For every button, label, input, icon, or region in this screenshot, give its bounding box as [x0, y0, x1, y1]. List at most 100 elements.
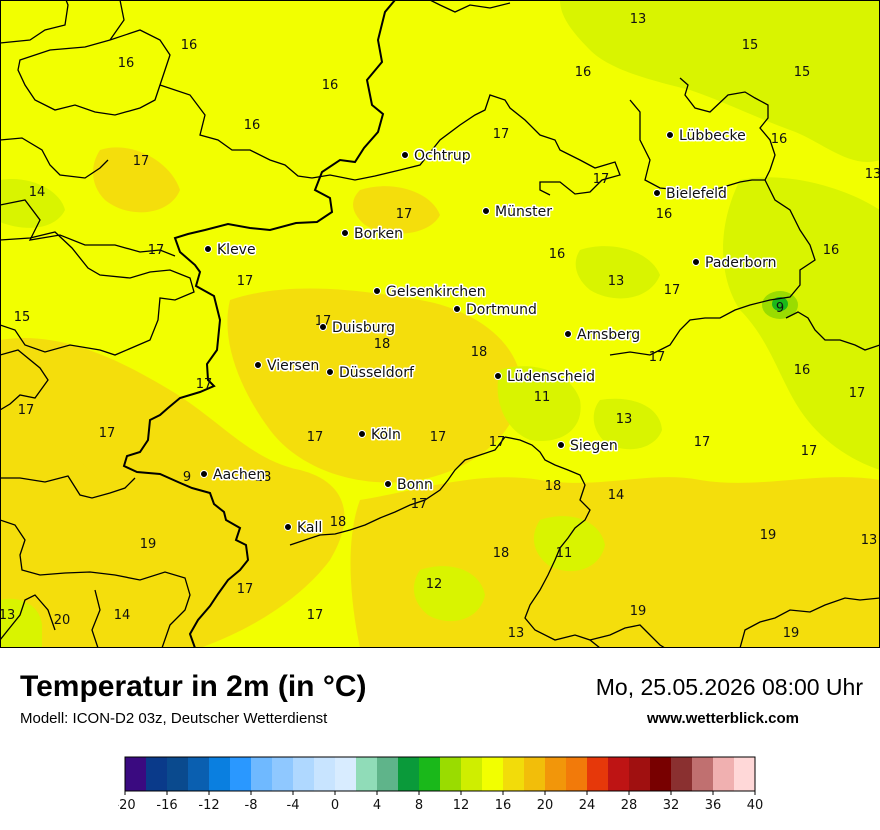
city-marker[interactable]: Siegen [557, 437, 619, 456]
legend-tick-label: -8 [245, 798, 258, 813]
temperature-value: 18 [330, 515, 347, 530]
legend-swatch [398, 757, 420, 791]
city-marker[interactable]: Lübbecke [666, 127, 747, 146]
temperature-value: 17 [18, 403, 35, 418]
temperature-value: 17 [307, 430, 324, 445]
temperature-value: 20 [54, 613, 71, 628]
temperature-values: 13 16 15 16 16 15 16 16 17 16 17 13 17 14 17 16 17 16 16 17… [0, 12, 880, 641]
temperature-value: 17 [849, 386, 866, 401]
legend-swatch [545, 757, 567, 791]
legend-tick-label: 8 [415, 798, 423, 813]
legend-swatch [524, 757, 546, 791]
legend-swatch [251, 757, 273, 791]
legend-swatch [230, 757, 252, 791]
city-marker[interactable]: Viersen [254, 357, 321, 376]
temperature-value: 16 [549, 247, 566, 262]
legend-swatch [188, 757, 210, 791]
city-name: Viersen [267, 358, 319, 374]
temperature-value: 17 [237, 274, 254, 289]
legend-tick-label: 12 [453, 798, 470, 813]
map-title: Temperatur in 2m (in °C) [20, 670, 367, 703]
temperature-value: 16 [575, 65, 592, 80]
temperature-value: 11 [556, 546, 573, 561]
city-marker[interactable]: Borken [341, 225, 405, 244]
legend-tick-label: -4 [287, 798, 300, 813]
city-name: Dortmund [466, 302, 537, 318]
temperature-value: 16 [771, 132, 788, 147]
temperature-value: 13 [630, 12, 647, 27]
city-dot [341, 229, 349, 237]
legend-ticks: -20 -16 -12 -8 -4 0 4 8 12 16 20 24 28 32 36 40 [118, 791, 763, 813]
city-dot [564, 330, 572, 338]
temperature-value: 13 [861, 533, 878, 548]
forecast-datetime: Mo, 25.05.2026 08:00 Uhr [595, 674, 863, 700]
legend-swatch [167, 757, 189, 791]
temperature-value: 16 [181, 38, 198, 53]
cool-zones [0, 0, 880, 648]
city-dot [254, 361, 262, 369]
legend-swatch [125, 757, 147, 791]
city-name: Aachen [213, 467, 265, 483]
temperature-value: 13 [616, 412, 633, 427]
legend-swatch [566, 757, 588, 791]
temperature-value: 14 [29, 185, 46, 200]
legend-tick-label: 16 [495, 798, 512, 813]
temperature-value: 16 [656, 207, 673, 222]
city-marker[interactable]: Köln [358, 426, 402, 445]
legend-tick-label: 36 [705, 798, 722, 813]
temperature-map: 13 16 15 16 16 15 16 16 17 16 17 13 17 14 17 16 17 16 16 17… [0, 0, 880, 648]
temperature-value: 17 [489, 435, 506, 450]
legend-tick-label: 24 [579, 798, 596, 813]
city-dot [453, 305, 461, 313]
legend-tick-label: 4 [373, 798, 381, 813]
city-marker[interactable]: Bielefeld [653, 185, 728, 204]
city-name: Köln [371, 427, 401, 443]
city-name: Bonn [397, 477, 433, 493]
city-name: Ochtrup [414, 148, 471, 164]
city-dot [204, 245, 212, 253]
legend-swatch [503, 757, 525, 791]
model-info: Modell: ICON-D2 03z, Deutscher Wetterdie… [20, 710, 328, 727]
temperature-value: 17 [396, 207, 413, 222]
city-marker[interactable]: Arnsberg [564, 326, 642, 345]
city-marker[interactable]: Kall [284, 519, 324, 538]
legend-swatch [734, 757, 756, 791]
city-marker[interactable]: Aachen [200, 466, 267, 485]
website-link[interactable]: www.wetterblick.com [647, 710, 799, 727]
temperature-value: 13 [865, 167, 880, 182]
legend-tick-label: 40 [747, 798, 764, 813]
city-marker[interactable]: Paderborn [692, 254, 778, 273]
temperature-value: 16 [794, 363, 811, 378]
city-name: Arnsberg [577, 327, 640, 343]
temperature-value: 17 [148, 243, 165, 258]
city-marker[interactable]: Münster [482, 203, 554, 222]
legend-swatch [440, 757, 462, 791]
legend-swatch [587, 757, 609, 791]
city-marker[interactable]: Lüdenscheid [494, 368, 597, 387]
city-dot [358, 430, 366, 438]
temperature-value: 9 [183, 470, 191, 485]
city-marker[interactable]: Düsseldorf [326, 364, 416, 383]
color-scale-legend: -20 -16 -12 -8 -4 0 4 8 12 16 20 24 28 32 36 40 [118, 756, 763, 813]
city-marker[interactable]: Ochtrup [401, 147, 472, 166]
temperature-value: 9 [776, 301, 784, 316]
city-marker[interactable]: Dortmund [453, 301, 538, 320]
legend-tick-label: 20 [537, 798, 554, 813]
city-dot [653, 189, 661, 197]
temperature-value: 17 [307, 608, 324, 623]
temperature-value: 12 [426, 577, 443, 592]
city-name: Münster [495, 204, 552, 220]
temperature-value: 17 [493, 127, 510, 142]
legend-swatch [461, 757, 483, 791]
city-marker[interactable]: Kleve [204, 241, 257, 260]
city-marker[interactable]: Bonn [384, 476, 434, 495]
city-marker[interactable]: Gelsenkirchen [373, 283, 487, 302]
city-marker[interactable]: Duisburg [319, 319, 397, 338]
legend-tick-label: 28 [621, 798, 638, 813]
legend-swatch [356, 757, 378, 791]
temperature-value: 17 [430, 430, 447, 445]
city-name: Kleve [217, 242, 256, 258]
temperature-value: 18 [471, 345, 488, 360]
city-dot [319, 323, 327, 331]
city-name: Bielefeld [666, 186, 727, 202]
